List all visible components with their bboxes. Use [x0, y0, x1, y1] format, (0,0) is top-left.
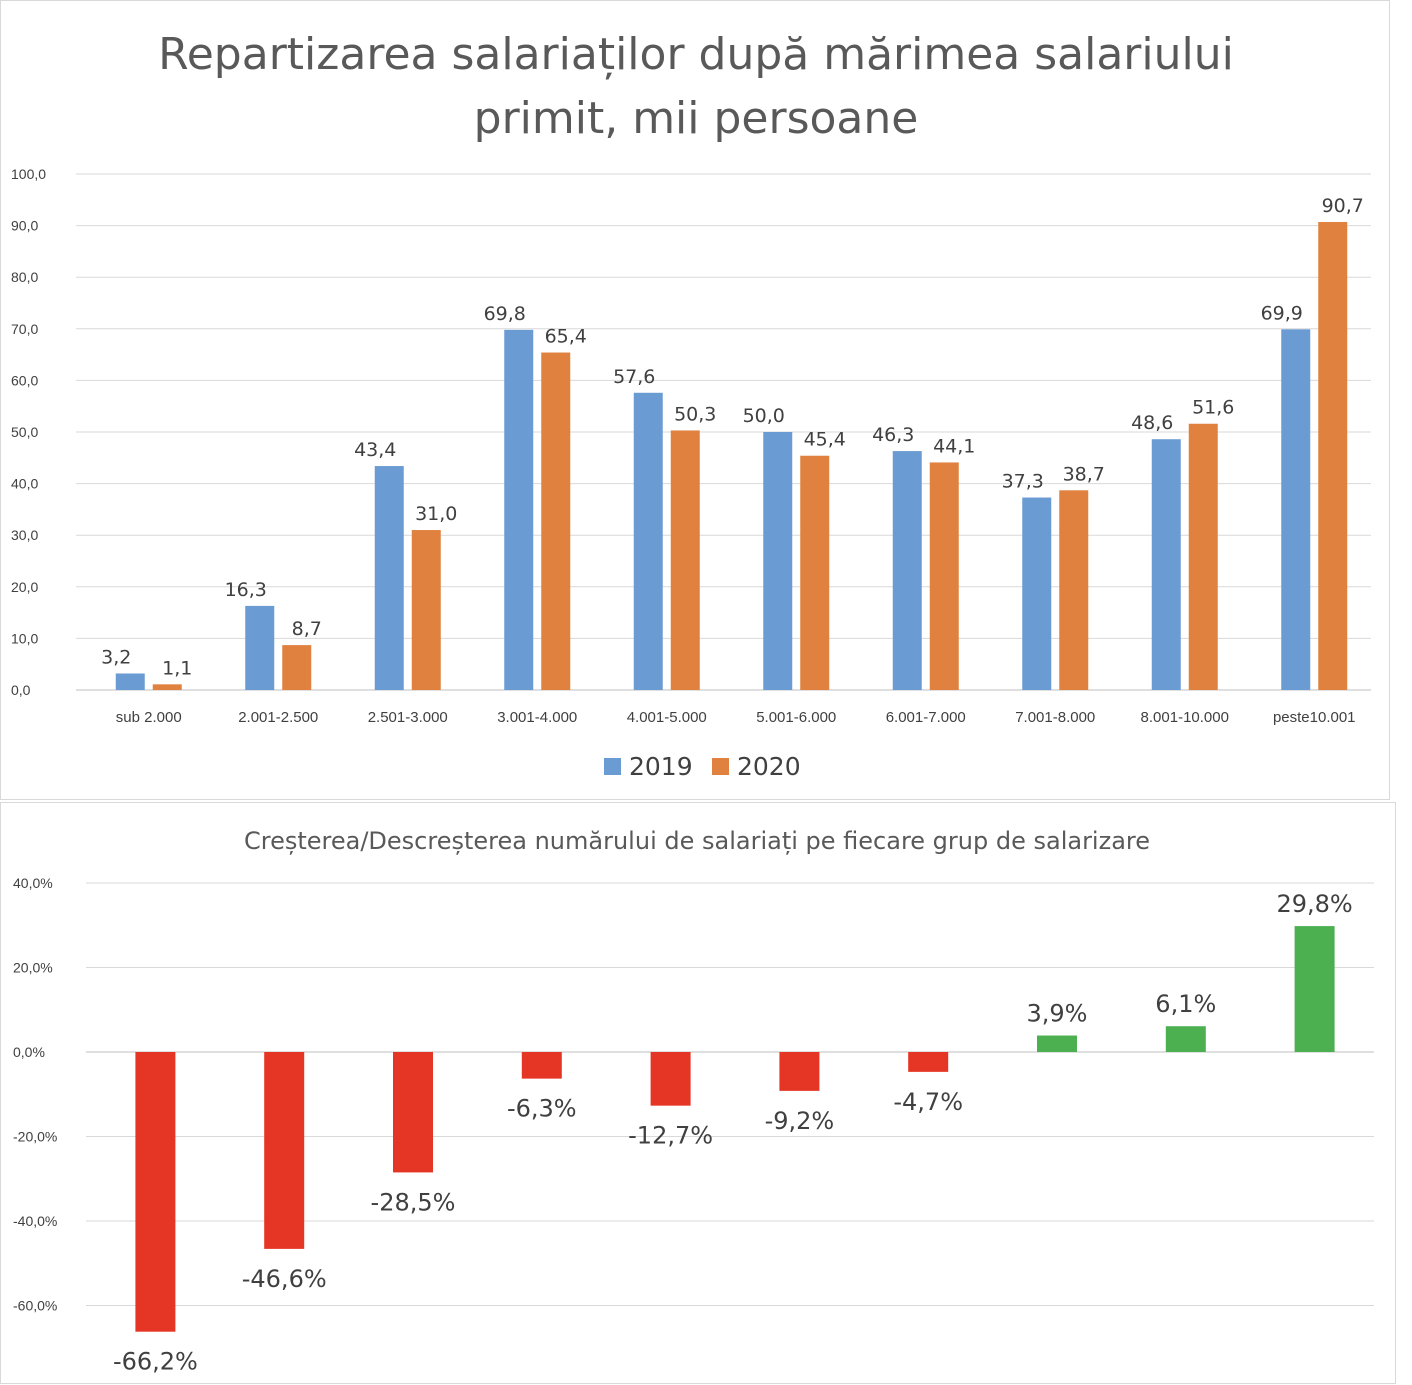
data-label-2019-7: 37,3: [1002, 471, 1044, 493]
bar-2019-2: [374, 466, 404, 690]
data-label-2019-5: 50,0: [743, 405, 785, 427]
growth-chart-title: Creșterea/Descreșterea numărului de sala…: [244, 827, 1150, 855]
data-label-2019-6: 46,3: [872, 424, 914, 446]
salary-distribution-chart: Repartizarea salariaților după mărimea s…: [11, 29, 1371, 781]
bar-2020-0: [152, 684, 182, 690]
y-tick-label: -40,0%: [13, 1213, 57, 1229]
growth-label-7: 3,9%: [1027, 1000, 1088, 1028]
x-tick-label: 2.001-2.500: [238, 709, 318, 726]
bar-2019-6: [892, 451, 922, 690]
data-label-2020-0: 1,1: [162, 657, 192, 679]
data-label-2019-0: 3,2: [101, 646, 131, 668]
growth-bar-0: [135, 1052, 176, 1332]
y-tick-label: 0,0%: [13, 1044, 45, 1060]
x-tick-label: 3.001-4.000: [497, 709, 577, 726]
y-tick-label: 0,0: [11, 682, 31, 698]
y-tick-label: 30,0: [11, 527, 38, 543]
y-tick-label: 90,0: [11, 218, 38, 234]
bar-2020-5: [800, 455, 830, 690]
chart-title-line-1: Repartizarea salariaților după mărimea s…: [158, 29, 1234, 80]
bar-2019-3: [504, 329, 534, 690]
growth-label-4: -12,7%: [628, 1122, 713, 1150]
bar-2020-9: [1318, 221, 1348, 690]
data-label-2020-5: 45,4: [804, 429, 846, 451]
data-label-2020-7: 38,7: [1063, 463, 1105, 485]
growth-bar-2: [393, 1052, 433, 1173]
bar-2019-8: [1151, 439, 1181, 690]
x-tick-label: 7.001-8.000: [1015, 709, 1095, 726]
growth-label-5: -9,2%: [765, 1107, 835, 1135]
legend-swatch-2019: [604, 758, 621, 775]
data-label-2019-4: 57,6: [613, 366, 655, 388]
growth-bar-4: [650, 1052, 691, 1106]
y-tick-label: 80,0: [11, 269, 38, 285]
data-label-2019-8: 48,6: [1131, 412, 1173, 434]
x-tick-label: peste10.001: [1273, 709, 1356, 726]
growth-label-2: -28,5%: [371, 1188, 456, 1216]
growth-bar-3: [521, 1052, 562, 1079]
y-tick-label: 100,0: [11, 166, 46, 182]
y-tick-label: 40,0%: [13, 875, 53, 891]
data-label-2020-8: 51,6: [1192, 397, 1234, 419]
growth-label-0: -66,2%: [113, 1348, 198, 1376]
bar-2020-3: [541, 352, 571, 690]
y-tick-label: 50,0: [11, 424, 38, 440]
growth-label-3: -6,3%: [507, 1095, 577, 1123]
bar-2019-5: [763, 432, 793, 690]
growth-bar-1: [264, 1052, 305, 1249]
bar-2020-2: [411, 530, 441, 690]
chart-legend: 2019 2020: [604, 752, 801, 781]
chart-title-line-2: primit, mii persoane: [474, 93, 919, 144]
y-tick-label: 10,0: [11, 630, 38, 646]
y-tick-label: 60,0: [11, 372, 38, 388]
data-label-2020-6: 44,1: [933, 435, 975, 457]
x-tick-label: 8.001-10.000: [1141, 709, 1229, 726]
data-label-2020-3: 65,4: [545, 326, 587, 348]
legend-swatch-2020: [712, 758, 729, 775]
y-tick-label: 40,0: [11, 476, 38, 492]
bar-2019-7: [1022, 497, 1052, 690]
data-label-2019-9: 69,9: [1261, 302, 1303, 324]
growth-bar-8: [1165, 1026, 1206, 1052]
growth-chart: Creșterea/Descreșterea numărului de sala…: [13, 827, 1374, 1385]
x-tick-label: 2.501-3.000: [368, 709, 448, 726]
y-tick-label: 20,0%: [13, 960, 53, 976]
growth-label-1: -46,6%: [242, 1265, 327, 1293]
bar-2020-8: [1188, 423, 1218, 690]
chart-panel-growth: Creșterea/Descreșterea numărului de sala…: [0, 802, 1396, 1385]
y-tick-label: -20,0%: [13, 1129, 57, 1145]
y-tick-label: 70,0: [11, 321, 38, 337]
bar-2019-4: [633, 392, 663, 690]
x-tick-label: 5.001-6.000: [756, 709, 836, 726]
y-tick-label: -60,0%: [13, 1298, 57, 1314]
growth-bar-9: [1294, 926, 1335, 1052]
bar-2019-1: [245, 605, 275, 690]
x-tick-label: 6.001-7.000: [886, 709, 966, 726]
growth-bar-7: [1037, 1035, 1077, 1052]
x-tick-label: sub 2.000: [116, 709, 182, 726]
legend-label-2019: 2019: [629, 752, 693, 781]
legend-label-2020: 2020: [737, 752, 801, 781]
data-label-2020-2: 31,0: [415, 503, 457, 525]
data-label-2020-9: 90,7: [1322, 195, 1364, 217]
growth-bar-5: [779, 1052, 820, 1091]
bar-2020-7: [1059, 490, 1089, 690]
bar-2020-1: [282, 645, 312, 690]
data-label-2019-1: 16,3: [225, 579, 267, 601]
data-label-2020-1: 8,7: [292, 618, 322, 640]
data-label-2019-3: 69,8: [484, 303, 526, 325]
bar-2019-9: [1281, 329, 1311, 690]
growth-label-6: -4,7%: [893, 1088, 963, 1116]
y-tick-label: 20,0: [11, 579, 38, 595]
bar-2020-6: [929, 462, 959, 690]
growth-bar-6: [908, 1052, 949, 1072]
growth-label-8: 6,1%: [1155, 990, 1216, 1018]
growth-label-9: 29,8%: [1276, 890, 1352, 918]
bar-2019-0: [115, 673, 145, 690]
bar-2020-4: [670, 430, 700, 690]
data-label-2020-4: 50,3: [674, 403, 716, 425]
data-label-2019-2: 43,4: [354, 439, 396, 461]
x-tick-label: 4.001-5.000: [627, 709, 707, 726]
chart-panel-salary-distribution: Repartizarea salariaților după mărimea s…: [0, 0, 1390, 800]
